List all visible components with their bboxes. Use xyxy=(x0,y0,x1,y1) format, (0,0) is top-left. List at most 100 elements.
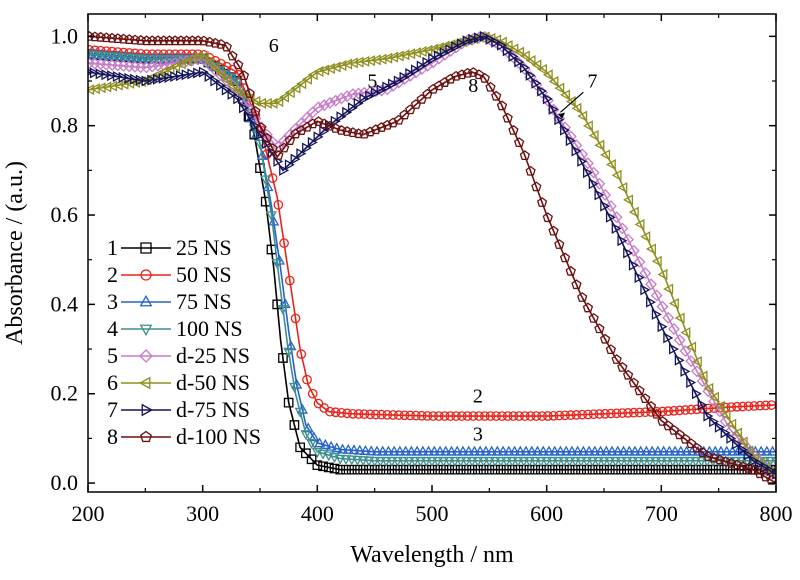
data-point xyxy=(427,83,439,94)
data-point xyxy=(388,78,399,90)
data-point xyxy=(519,150,531,160)
data-point xyxy=(474,445,486,456)
data-point xyxy=(233,93,244,105)
data-point xyxy=(295,117,308,130)
data-point xyxy=(233,85,244,97)
data-point xyxy=(348,409,358,419)
data-point xyxy=(520,411,530,421)
data-point xyxy=(497,445,509,456)
data-point xyxy=(610,211,623,224)
data-point xyxy=(714,421,725,433)
data-point xyxy=(600,149,611,161)
data-point xyxy=(755,445,767,456)
data-point xyxy=(364,86,377,98)
series-7 xyxy=(88,30,776,480)
data-point xyxy=(513,137,525,148)
data-point xyxy=(319,125,330,137)
data-point xyxy=(542,411,553,421)
data-point xyxy=(314,437,326,448)
data-point xyxy=(535,456,547,467)
data-point xyxy=(581,456,593,467)
data-point xyxy=(570,139,583,152)
data-point xyxy=(617,182,628,194)
data-point xyxy=(227,88,238,100)
data-point xyxy=(359,445,372,455)
data-point xyxy=(606,445,618,456)
data-point xyxy=(572,445,584,456)
legend-label: 100 NS xyxy=(176,316,243,341)
curve-label-7: 7 xyxy=(588,71,598,93)
data-point xyxy=(483,456,495,467)
data-point xyxy=(283,347,295,358)
legend-label: 75 NS xyxy=(176,289,232,314)
data-point xyxy=(646,296,657,308)
data-point xyxy=(364,126,376,137)
data-point xyxy=(686,377,697,389)
data-point xyxy=(455,456,467,467)
data-point xyxy=(116,53,128,64)
data-point xyxy=(761,445,773,456)
data-point xyxy=(147,35,158,46)
data-point xyxy=(457,445,469,456)
data-point xyxy=(335,92,348,105)
data-point xyxy=(139,54,151,65)
data-point xyxy=(640,407,651,418)
data-point xyxy=(529,456,541,467)
data-point xyxy=(609,456,621,467)
data-point xyxy=(151,54,163,65)
data-point xyxy=(526,445,538,456)
data-point xyxy=(715,445,727,456)
data-point xyxy=(674,429,685,440)
data-point xyxy=(755,400,765,411)
data-point xyxy=(468,445,480,456)
data-point xyxy=(537,411,547,421)
curve-label-2: 2 xyxy=(473,386,483,408)
data-point xyxy=(118,71,129,83)
data-point xyxy=(221,74,232,86)
x-tick-label: 800 xyxy=(760,501,793,526)
data-point xyxy=(267,143,278,153)
data-point xyxy=(347,102,358,114)
data-point xyxy=(548,225,559,236)
data-point xyxy=(537,85,548,97)
data-point xyxy=(261,132,273,143)
series-line-7 xyxy=(88,35,776,475)
data-point xyxy=(668,297,679,309)
data-point xyxy=(393,410,404,420)
data-point xyxy=(749,455,760,467)
data-point xyxy=(656,300,669,313)
data-point xyxy=(99,51,111,62)
data-point xyxy=(691,388,702,400)
data-point xyxy=(175,58,186,70)
data-point xyxy=(312,460,323,471)
legend-index: 3 xyxy=(107,289,118,314)
data-point xyxy=(198,66,209,78)
data-point xyxy=(307,118,318,129)
data-point xyxy=(462,67,473,78)
data-point xyxy=(697,370,708,382)
curve-label-8: 8 xyxy=(468,75,478,97)
data-point xyxy=(684,456,696,467)
data-point xyxy=(89,67,100,79)
data-point xyxy=(159,52,171,63)
data-point xyxy=(600,445,612,456)
data-point xyxy=(577,445,589,456)
data-point xyxy=(628,206,639,218)
data-point xyxy=(569,456,581,467)
data-point xyxy=(655,456,667,467)
data-point xyxy=(770,456,776,467)
data-point xyxy=(478,456,490,467)
data-point xyxy=(726,432,737,444)
x-axis-label: Wavelength / nm xyxy=(350,542,514,568)
data-point xyxy=(140,61,153,74)
data-point xyxy=(289,420,300,430)
data-point xyxy=(611,169,622,181)
data-point xyxy=(308,431,320,442)
data-point xyxy=(353,97,364,109)
data-point xyxy=(318,99,331,112)
data-point xyxy=(227,50,238,61)
data-point xyxy=(426,456,438,467)
data-point xyxy=(170,61,181,73)
data-point xyxy=(760,400,771,411)
